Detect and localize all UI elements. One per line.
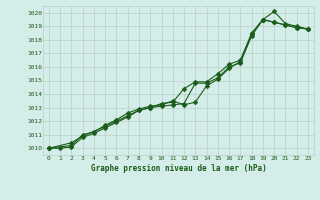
X-axis label: Graphe pression niveau de la mer (hPa): Graphe pression niveau de la mer (hPa): [91, 164, 266, 173]
